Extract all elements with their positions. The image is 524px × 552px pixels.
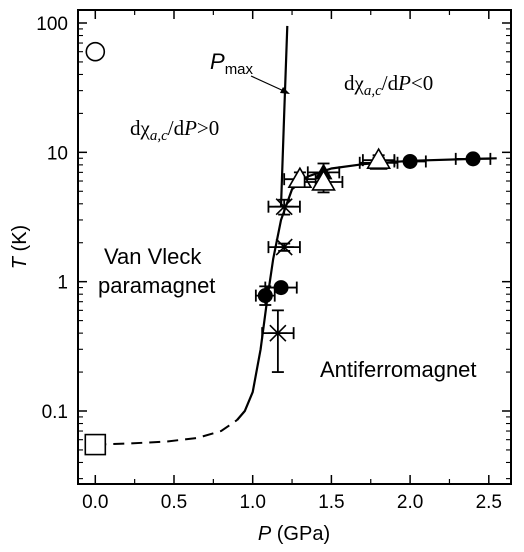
y-tick-label: 10 xyxy=(47,143,68,164)
x-tick-labels: 0.0 0.5 1.0 1.5 2.0 2.5 xyxy=(82,492,502,513)
axis-ticks xyxy=(78,10,511,484)
data-points-layer xyxy=(84,41,492,456)
dchi-positive-label: dχa,c/dP>0 xyxy=(130,116,219,144)
y-tick-label: 1 xyxy=(57,273,68,294)
van-vleck-label-line1: Van Vleck xyxy=(104,244,202,269)
data-point xyxy=(361,147,396,169)
x-axis-label: P (GPa) xyxy=(258,523,330,545)
data-point xyxy=(454,151,492,167)
dchi-negative-label: dχa,c/dP<0 xyxy=(344,71,433,99)
open-triangle-marker xyxy=(366,147,392,169)
data-point xyxy=(261,309,295,373)
x-tick-label: 1.5 xyxy=(318,492,344,513)
pmax-arrowhead xyxy=(280,87,290,94)
filled-circle-marker xyxy=(273,280,289,296)
filled-circle-marker xyxy=(257,288,273,304)
antiferromagnet-label: Antiferromagnet xyxy=(320,357,477,382)
data-point xyxy=(84,433,107,456)
phase-boundary-dashed xyxy=(95,419,238,446)
data-point xyxy=(303,169,344,194)
data-point xyxy=(267,198,301,216)
open-square-marker xyxy=(84,433,107,456)
x-tick-label: 1.0 xyxy=(239,492,265,513)
pmax-arrow xyxy=(250,75,287,93)
data-point xyxy=(267,238,301,256)
pmax-line xyxy=(279,25,289,207)
open-triangle-marker xyxy=(311,169,336,191)
filled-circle-marker xyxy=(402,153,418,169)
y-tick-label: 0.1 xyxy=(42,402,68,423)
filled-circle-marker xyxy=(465,151,481,167)
x-tick-label: 2.5 xyxy=(476,492,502,513)
data-point xyxy=(393,153,427,169)
data-point xyxy=(264,280,298,296)
x-tick-label: 2.0 xyxy=(397,492,423,513)
van-vleck-label-line2: paramagnet xyxy=(98,273,215,298)
y-axis-label: T (K) xyxy=(9,225,31,269)
y-tick-label: 100 xyxy=(36,14,68,35)
plot-frame xyxy=(77,9,512,485)
y-tick-labels: 0.1 1 10 100 xyxy=(36,14,68,423)
pmax-label: Pmax xyxy=(210,49,254,78)
x-tick-label: 0.0 xyxy=(82,492,108,513)
data-point xyxy=(85,41,106,62)
open-circle-marker xyxy=(85,41,106,62)
x-tick-label: 0.5 xyxy=(161,492,187,513)
